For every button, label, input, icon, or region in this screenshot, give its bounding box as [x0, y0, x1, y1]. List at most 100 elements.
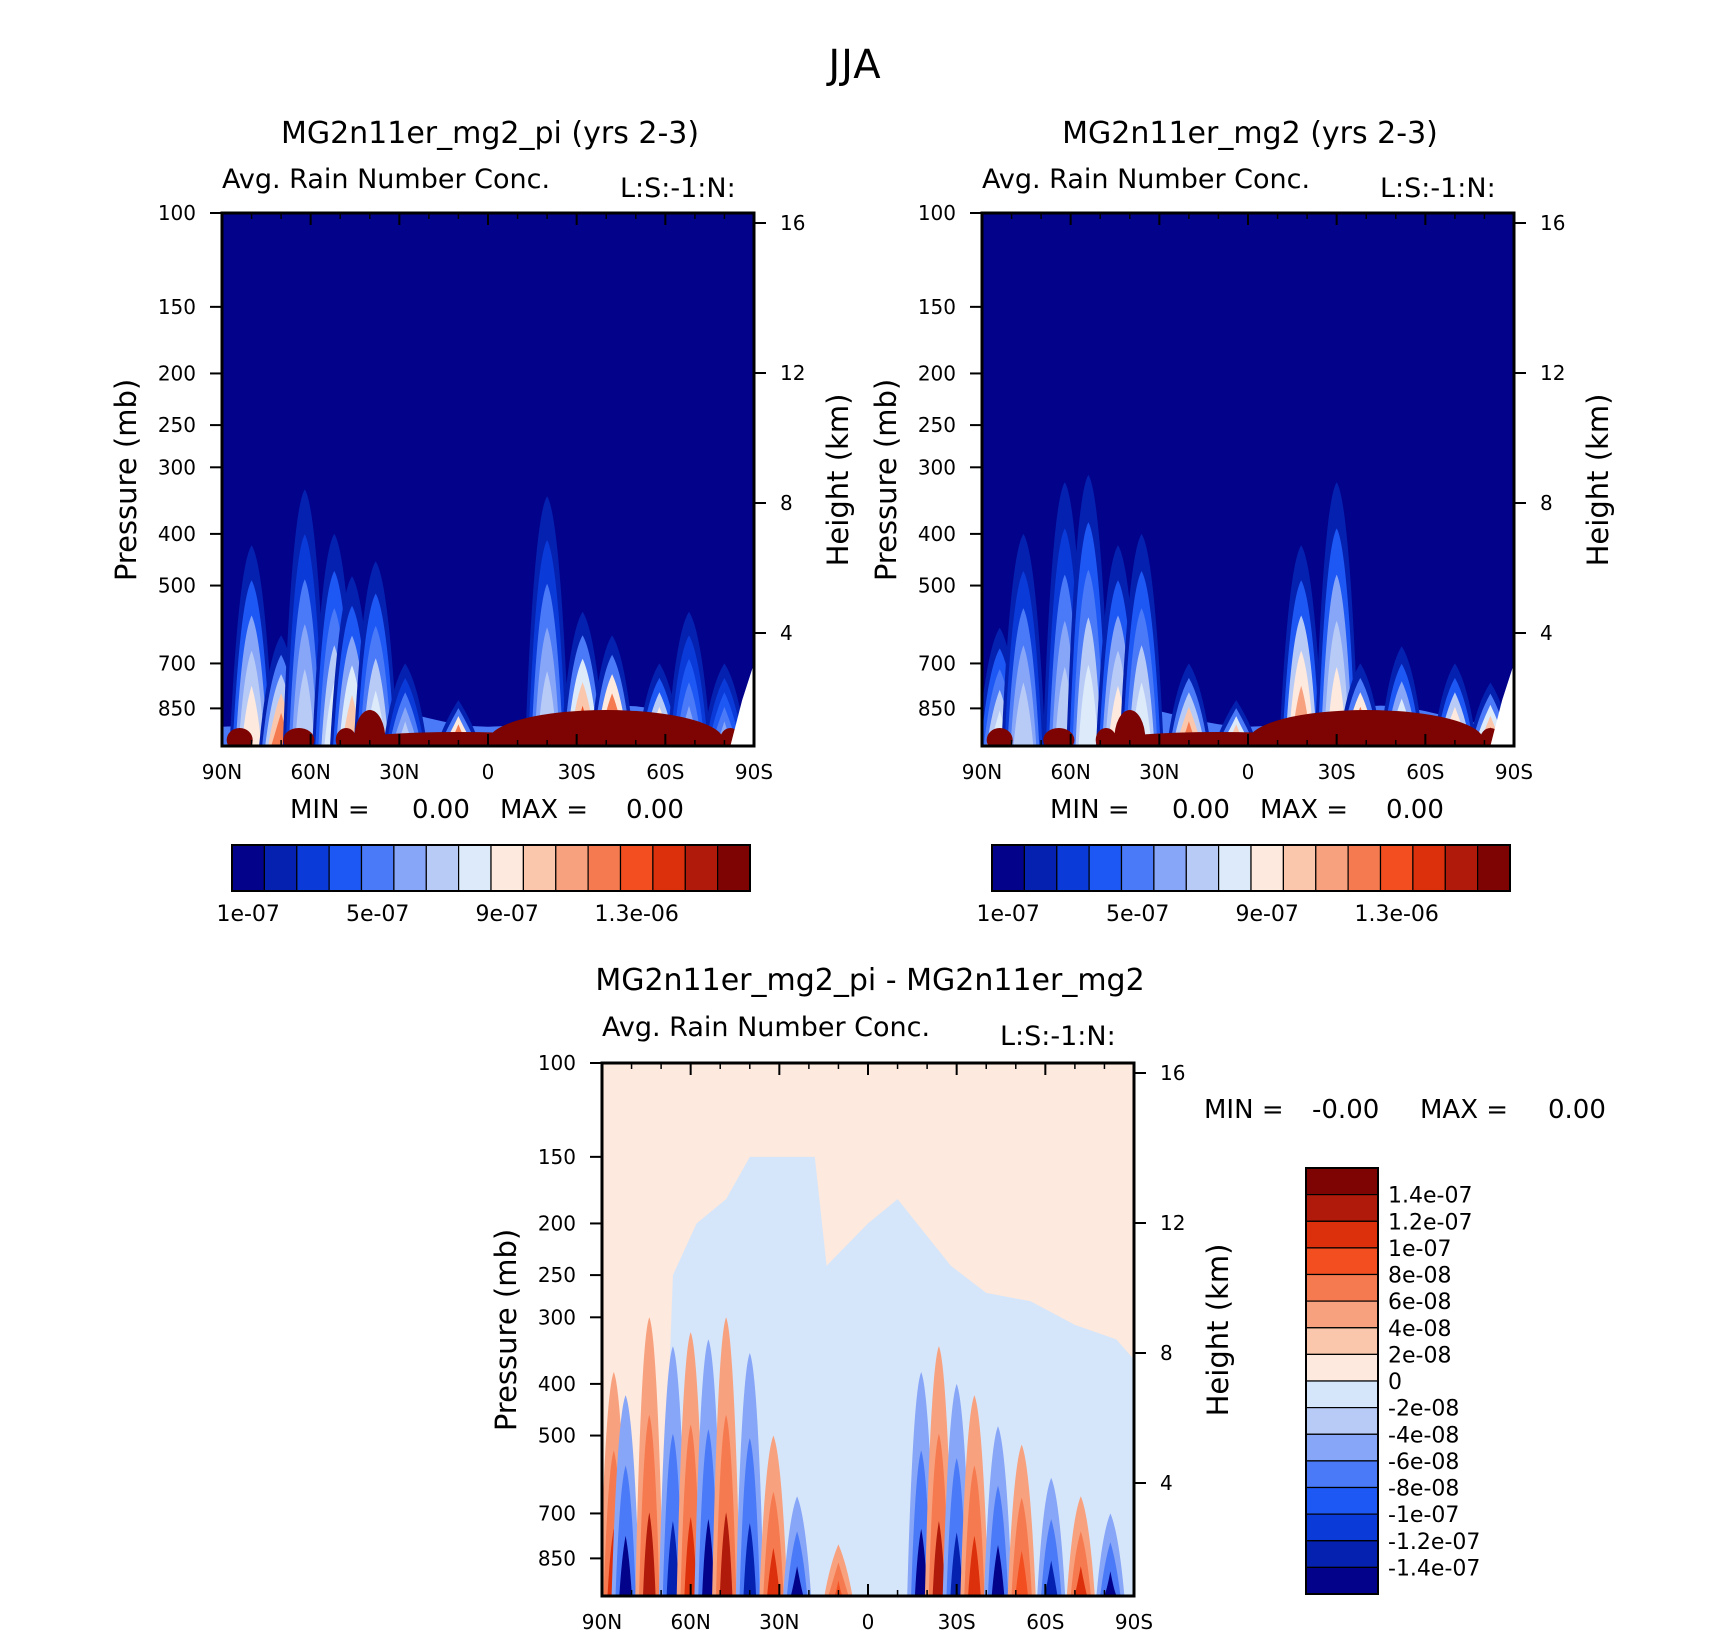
panel3-xtick-label: 90S: [1115, 1610, 1153, 1633]
panel3-colorbar-label: 6e-08: [1388, 1290, 1451, 1315]
panel1-colorbar-box: [522, 844, 557, 892]
panel2-ytick-label: 250: [918, 413, 956, 437]
panel2-surface-max-0: [986, 728, 1013, 746]
panel3-colorbar-label: -8e-08: [1388, 1477, 1459, 1502]
panel3-colorbar-label: -4e-08: [1388, 1423, 1459, 1448]
panel1-ytick-label: 150: [158, 295, 196, 319]
panel-1-title: MG2n11er_mg2_pi (yrs 2-3): [281, 116, 699, 151]
panel2-colorbar-box: [1120, 844, 1155, 892]
panel3-colorbar-label: 1.2e-07: [1388, 1210, 1472, 1235]
panel3-colorbar-box: [1305, 1380, 1379, 1409]
panel2-colorbar-box: [1056, 844, 1090, 892]
panel-2-title: MG2n11er_mg2 (yrs 2-3): [1062, 116, 1438, 151]
panel3-colorbar-box: [1305, 1460, 1379, 1489]
panel1-ytick-label: 250: [158, 413, 196, 437]
panel1-xtick-label: 90N: [202, 760, 242, 784]
panel2-colorbar-box: [1153, 844, 1187, 892]
panel2-ytick-label: 200: [918, 361, 956, 385]
panel1-ytick-label: 700: [158, 651, 196, 675]
panel-3-min-label: MIN =: [1204, 1095, 1284, 1125]
panel1-ytick-label: 850: [158, 696, 196, 720]
panel2-xtick-label: 0: [1242, 760, 1255, 784]
panel1-colorbar-label: 9e-07: [475, 902, 538, 927]
panel-2-min-label: MIN =: [1050, 795, 1130, 825]
panel-2-min-value: 0.00: [1172, 795, 1230, 825]
panel3-colorbar-label: 0: [1388, 1370, 1402, 1395]
panel3-feature-1-contour-2: [619, 1535, 632, 1596]
panel2-colorbar-box: [991, 844, 1026, 892]
panel3-feature-7-contour-2: [743, 1523, 757, 1596]
panel3-xtick-label: 90N: [582, 1610, 622, 1633]
panel3-feature-2-contour-1: [639, 1414, 660, 1596]
panel3-feature-9-contour-2: [790, 1566, 804, 1596]
panel2-colorbar-box: [1185, 844, 1220, 892]
panel2-colorbar-box: [1379, 844, 1414, 892]
panel2-terrain-mask: [1490, 663, 1514, 746]
panel3-feature-6-contour-1: [716, 1414, 737, 1596]
panel1-colorbar-box: [490, 844, 525, 892]
panel1-colorbar-box: [328, 844, 363, 892]
panel3-colorbar-label: -1.2e-07: [1388, 1530, 1480, 1555]
panel3-feature-13-contour-2: [950, 1532, 963, 1596]
panel3-ytick-label: 500: [538, 1424, 576, 1448]
panel1-colorbar-box: [716, 844, 751, 892]
panel1-colorbar-box: [425, 844, 460, 892]
panel1-ytick-label: 300: [158, 455, 196, 479]
panel2-surface-max-1: [1043, 728, 1075, 746]
panel2-colorbar-box: [1217, 844, 1252, 892]
panel2-colorbar-label: 5e-07: [1106, 902, 1169, 927]
panel3-feature-8-contour-1: [763, 1491, 784, 1596]
panel1-colorbar-box: [263, 844, 298, 892]
panel1-colorbar-box: [684, 844, 719, 892]
panel3-feature-10-contour-1: [828, 1562, 849, 1596]
panel1-colorbar-box: [458, 844, 492, 892]
panel3-feature-16-contour-2: [1015, 1550, 1028, 1596]
panel1-terrain-mask: [730, 663, 754, 746]
panel3-xtick-label: 0: [862, 1610, 875, 1633]
panel3-ytick-label: 300: [538, 1305, 576, 1329]
panel3-feature-3-contour-2: [666, 1521, 680, 1596]
panel2-xtick-label: 30S: [1318, 760, 1356, 784]
panel-3-ylabel: Pressure (mb): [489, 1229, 523, 1431]
panel3-y2tick-label: 12: [1160, 1211, 1185, 1235]
panel-1: MG2n11er_mg2_pi (yrs 2-3) Avg. Rain Numb…: [109, 116, 855, 927]
panel3-colorbar-box: [1305, 1167, 1379, 1196]
page-title: JJA: [828, 42, 882, 88]
panel2-y2tick-label: 16: [1540, 211, 1565, 235]
panel2-surface-max-6: [1439, 728, 1471, 746]
panel-2-colorbar: 1e-07 5e-07 9e-07 1.3e-06: [976, 844, 1511, 927]
panel2-xtick-label: 30N: [1139, 760, 1179, 784]
panel-2: MG2n11er_mg2 (yrs 2-3) Avg. Rain Number …: [869, 116, 1615, 927]
panel3-colorbar-box: [1305, 1486, 1379, 1515]
panel1-ytick-label: 100: [158, 201, 196, 225]
panel-3-title: MG2n11er_mg2_pi - MG2n11er_mg2: [595, 963, 1144, 998]
panel2-colorbar-label: 1e-07: [976, 902, 1039, 927]
panel3-colorbar-box: [1305, 1220, 1379, 1249]
panel-2-field: [982, 213, 1514, 746]
panel3-xtick-label: 60S: [1026, 1610, 1064, 1633]
panel3-colorbar-label: -1e-07: [1388, 1503, 1459, 1528]
panel-3-y2label: Height (km): [1201, 1244, 1235, 1417]
panel-3-max-value: 0.00: [1548, 1095, 1606, 1125]
panel1-y2tick-label: 16: [780, 211, 805, 235]
panel1-surface-max-1: [283, 728, 315, 746]
panel3-ytick-label: 400: [538, 1372, 576, 1396]
panel3-feature-18-contour-1: [1070, 1531, 1091, 1596]
panel2-ytick-label: 700: [918, 651, 956, 675]
panel2-feature-3-contour-4: [1078, 664, 1099, 746]
panel-3-axes: 90N 60N 30N 0 30S 60S 90S 100 150 200 250 300 400 500…: [538, 1051, 1186, 1633]
panel2-xtick-label: 90N: [962, 760, 1002, 784]
panel3-feature-17-contour-2: [1044, 1560, 1058, 1596]
panel1-surface-max-6: [679, 728, 711, 746]
panel3-colorbar-box: [1305, 1406, 1379, 1435]
panel2-colorbar-box: [1315, 844, 1349, 892]
panel2-y2tick-label: 4: [1540, 621, 1553, 645]
panel3-ytick-label: 250: [538, 1263, 576, 1287]
panel2-colorbar-frame: [991, 844, 1511, 892]
panel3-feature-18-contour-2: [1074, 1566, 1088, 1596]
panel3-feature-8-contour-2: [767, 1547, 780, 1596]
panel-1-ylabel: Pressure (mb): [109, 379, 143, 581]
panel3-colorbar-box: [1305, 1353, 1379, 1382]
panel2-colorbar-box: [1088, 844, 1123, 892]
panel2-ytick-label: 500: [918, 574, 956, 598]
